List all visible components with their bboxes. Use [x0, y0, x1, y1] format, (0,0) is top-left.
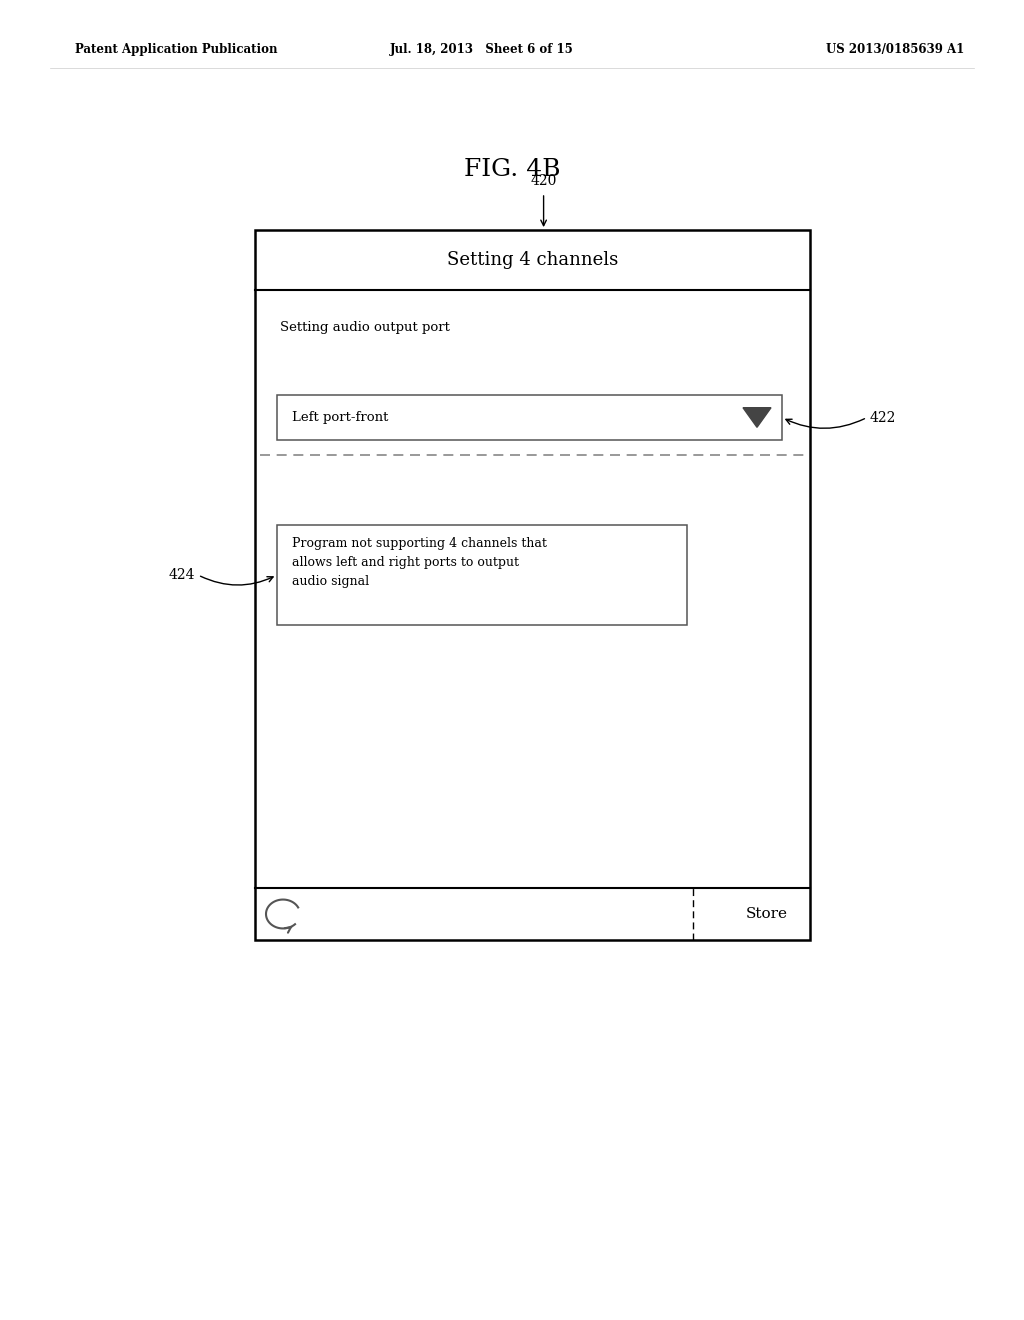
Text: Jul. 18, 2013   Sheet 6 of 15: Jul. 18, 2013 Sheet 6 of 15	[389, 44, 573, 57]
Text: Setting 4 channels: Setting 4 channels	[446, 251, 618, 269]
Text: Patent Application Publication: Patent Application Publication	[75, 44, 278, 57]
Text: 420: 420	[530, 174, 557, 187]
Bar	[278, 525, 687, 624]
Text: US 2013/0185639 A1: US 2013/0185639 A1	[825, 44, 964, 57]
Text: FIG. 4B: FIG. 4B	[464, 158, 560, 181]
Polygon shape	[743, 408, 771, 428]
Text: Setting audio output port: Setting audio output port	[280, 322, 450, 334]
Text: Store: Store	[746, 907, 788, 921]
Text: Program not supporting 4 channels that
allows left and right ports to output
aud: Program not supporting 4 channels that a…	[292, 537, 547, 587]
Text: Left port-front: Left port-front	[292, 411, 388, 424]
Text: 424: 424	[169, 568, 195, 582]
Text: 422: 422	[870, 411, 896, 425]
Bar	[255, 230, 810, 940]
Bar	[278, 395, 782, 440]
